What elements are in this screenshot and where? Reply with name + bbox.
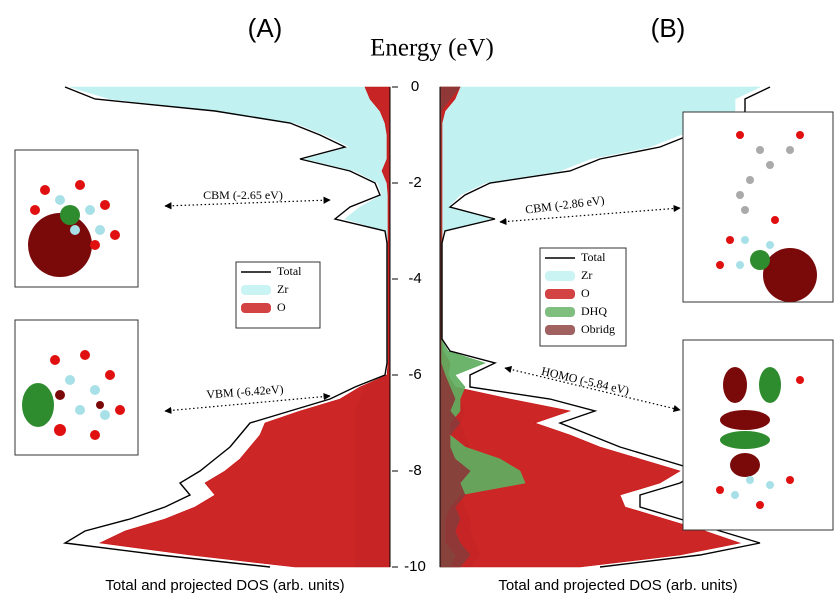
legend-label: Total — [581, 250, 606, 264]
panel-label: (A) — [248, 13, 283, 43]
legend-swatch — [545, 289, 575, 299]
legend-label: Zr — [277, 282, 288, 296]
molecule-image — [15, 150, 138, 287]
molecule-image — [683, 112, 833, 302]
y-tick-label: -6 — [408, 366, 421, 383]
legend-label: Obridg — [581, 322, 615, 336]
legend-label: O — [277, 300, 286, 314]
x-label: Total and projected DOS (arb. units) — [498, 577, 737, 594]
legend-label: O — [581, 286, 590, 300]
y-tick-label: -8 — [408, 462, 421, 479]
y-tick-label: 0 — [411, 78, 419, 95]
annotation: VBM (-6.42eV) — [206, 382, 284, 401]
molecule-image — [15, 320, 138, 455]
axis-title: Energy (eV) — [370, 35, 494, 62]
x-label: Total and projected DOS (arb. units) — [105, 577, 344, 594]
legend: Total Zr O — [236, 262, 320, 328]
legend-swatch — [545, 307, 575, 317]
legend-swatch — [241, 303, 271, 313]
legend-label: Total — [277, 264, 302, 278]
figure: (A) (B) Energy (eV) Total and projected … — [0, 0, 834, 596]
annotation: HOMO (-5.84 eV) — [540, 364, 631, 398]
molecule-image — [683, 340, 833, 530]
legend-swatch — [545, 271, 575, 281]
legend: Total Zr O DHQ Obridg — [540, 248, 626, 346]
legend-swatch — [241, 285, 271, 295]
legend-label: Zr — [581, 268, 592, 282]
annotation: CBM (-2.65 eV) — [203, 188, 283, 202]
plots — [65, 87, 770, 567]
legend-swatch — [545, 325, 575, 335]
y-tick-label: -10 — [404, 558, 426, 575]
annotation: CBM (-2.86 eV) — [524, 193, 605, 217]
legend-label: DHQ — [581, 304, 607, 318]
y-tick-label: -2 — [408, 174, 421, 191]
y-tick-label: -4 — [408, 270, 421, 287]
panel-label: (B) — [651, 13, 686, 43]
